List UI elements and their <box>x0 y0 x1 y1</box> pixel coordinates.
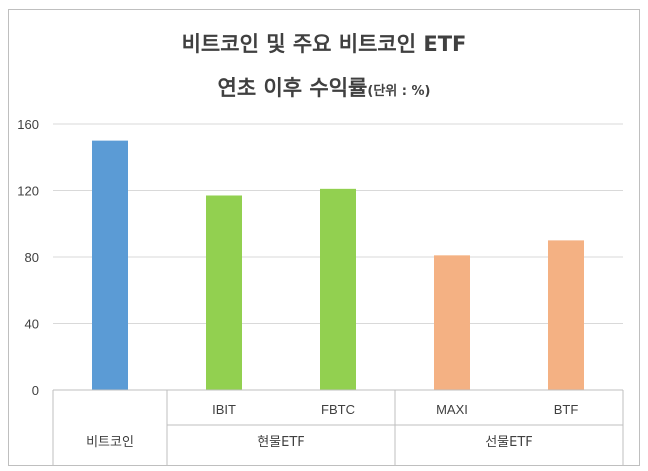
y-tick-label: 0 <box>32 383 39 398</box>
chart-title-line2: 연초 이후 수익률 <box>217 76 368 100</box>
chart-title: 비트코인 및 주요 비트코인 ETF <box>0 28 648 58</box>
group-label: 선물ETF <box>485 435 533 450</box>
chart-unit-label: (단위 : %) <box>367 84 431 99</box>
group-label: 비트코인 <box>86 435 134 450</box>
x-tick-label: BTF <box>554 402 579 417</box>
y-tick-label: 80 <box>25 250 39 265</box>
x-tick-label: IBIT <box>212 402 236 417</box>
bar <box>92 140 128 390</box>
chart-subtitle: 연초 이후 수익률(단위 : %) <box>0 72 648 102</box>
x-tick-label: MAXI <box>436 402 468 417</box>
chart-title-line1: 비트코인 및 주요 비트코인 ETF <box>181 32 467 56</box>
bar <box>320 188 356 390</box>
bar <box>434 255 470 390</box>
bar <box>206 195 242 390</box>
group-label: 현물ETF <box>257 435 305 450</box>
x-tick-label: FBTC <box>321 402 355 417</box>
y-tick-label: 40 <box>25 317 39 332</box>
y-tick-label: 160 <box>17 117 39 132</box>
bar <box>548 240 584 390</box>
y-tick-label: 120 <box>17 184 39 199</box>
